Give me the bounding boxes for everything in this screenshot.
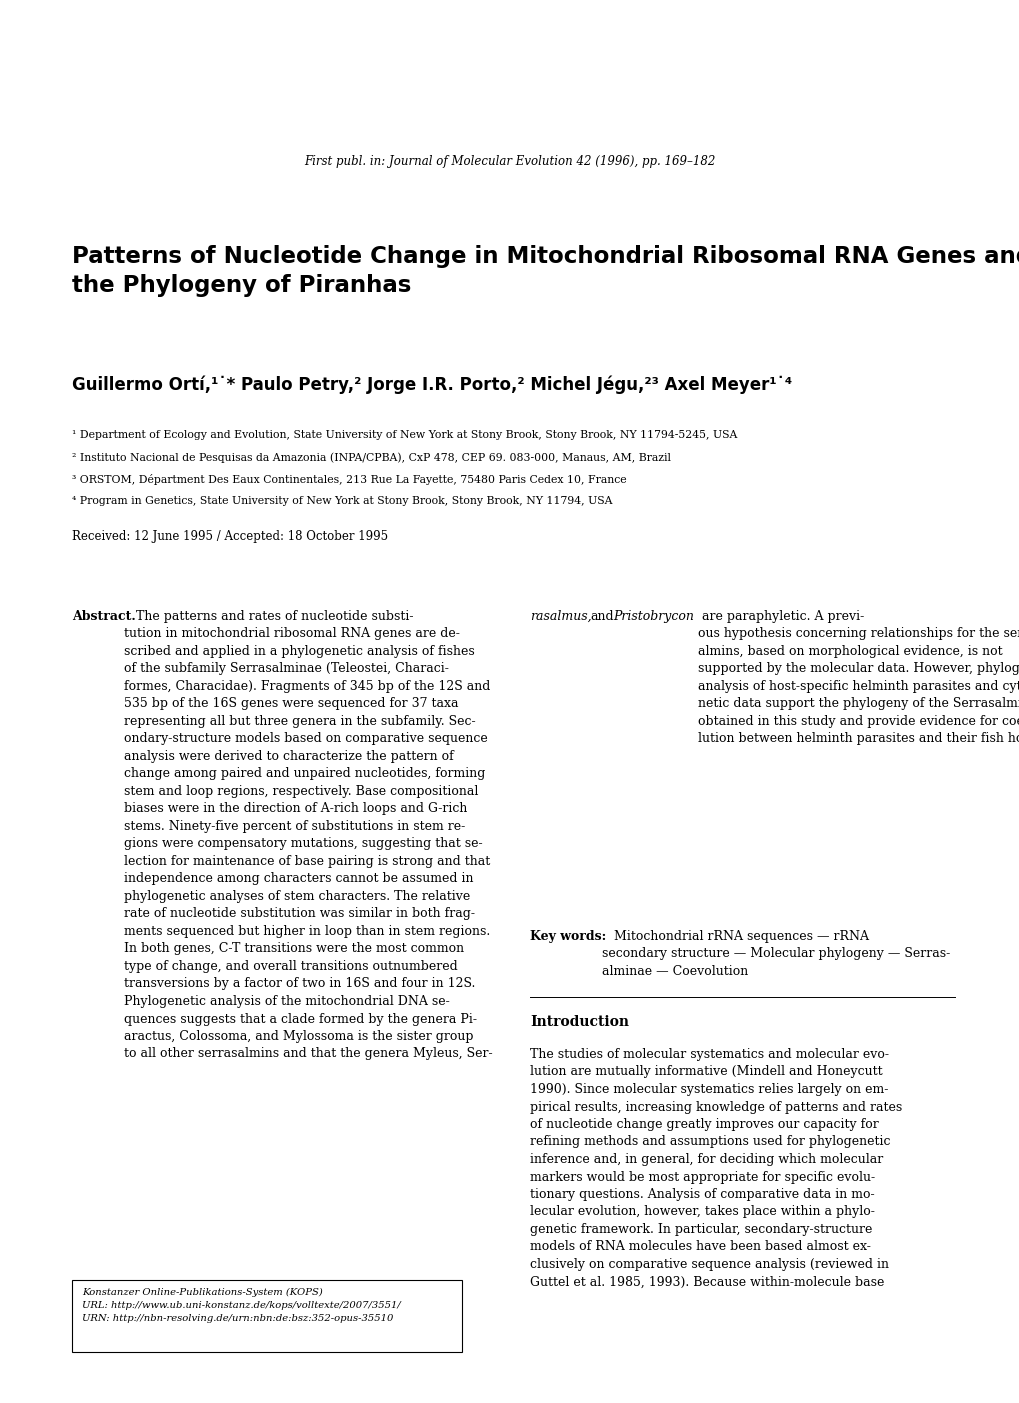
Text: are paraphyletic. A previ-
ous hypothesis concerning relationships for the serra: are paraphyletic. A previ- ous hypothesi…	[697, 610, 1019, 745]
Text: and: and	[589, 610, 613, 623]
Text: Received: 12 June 1995 / Accepted: 18 October 1995: Received: 12 June 1995 / Accepted: 18 Oc…	[72, 530, 388, 543]
Text: Pristobrycon: Pristobrycon	[612, 610, 693, 623]
Text: ² Instituto Nacional de Pesquisas da Amazonia (INPA/CPBA), CxP 478, CEP 69. 083-: ² Instituto Nacional de Pesquisas da Ama…	[72, 452, 671, 463]
Text: rasalmus,: rasalmus,	[530, 610, 591, 623]
Text: ¹ Department of Ecology and Evolution, State University of New York at Stony Bro: ¹ Department of Ecology and Evolution, S…	[72, 429, 737, 441]
Text: Guillermo Ortí,¹˙* Paulo Petry,² Jorge I.R. Porto,² Michel Jégu,²³ Axel Meyer¹˙⁴: Guillermo Ortí,¹˙* Paulo Petry,² Jorge I…	[72, 375, 792, 393]
Text: Key words:: Key words:	[530, 930, 605, 943]
Text: Abstract.: Abstract.	[72, 610, 136, 623]
Text: ⁴ Program in Genetics, State University of New York at Stony Brook, Stony Brook,: ⁴ Program in Genetics, State University …	[72, 497, 611, 506]
Text: First publ. in: Journal of Molecular Evolution 42 (1996), pp. 169–182: First publ. in: Journal of Molecular Evo…	[304, 154, 715, 168]
FancyBboxPatch shape	[72, 1280, 462, 1352]
Text: Introduction: Introduction	[530, 1014, 629, 1028]
Text: Patterns of Nucleotide Change in Mitochondrial Ribosomal RNA Genes and
the Phylo: Patterns of Nucleotide Change in Mitocho…	[72, 246, 1019, 297]
Text: ³ ORSTOM, Départment Des Eaux Continentales, 213 Rue La Fayette, 75480 Paris Ced: ³ ORSTOM, Départment Des Eaux Continenta…	[72, 474, 626, 485]
Text: The patterns and rates of nucleotide substi-
tution in mitochondrial ribosomal R: The patterns and rates of nucleotide sub…	[124, 610, 492, 1061]
Text: The studies of molecular systematics and molecular evo-
lution are mutually info: The studies of molecular systematics and…	[530, 1048, 902, 1288]
Text: Mitochondrial rRNA sequences — rRNA
secondary structure — Molecular phylogeny — : Mitochondrial rRNA sequences — rRNA seco…	[601, 930, 950, 978]
Text: Konstanzer Online-Publikations-System (KOPS)
URL: http://www.ub.uni-konstanz.de/: Konstanzer Online-Publikations-System (K…	[82, 1288, 400, 1323]
